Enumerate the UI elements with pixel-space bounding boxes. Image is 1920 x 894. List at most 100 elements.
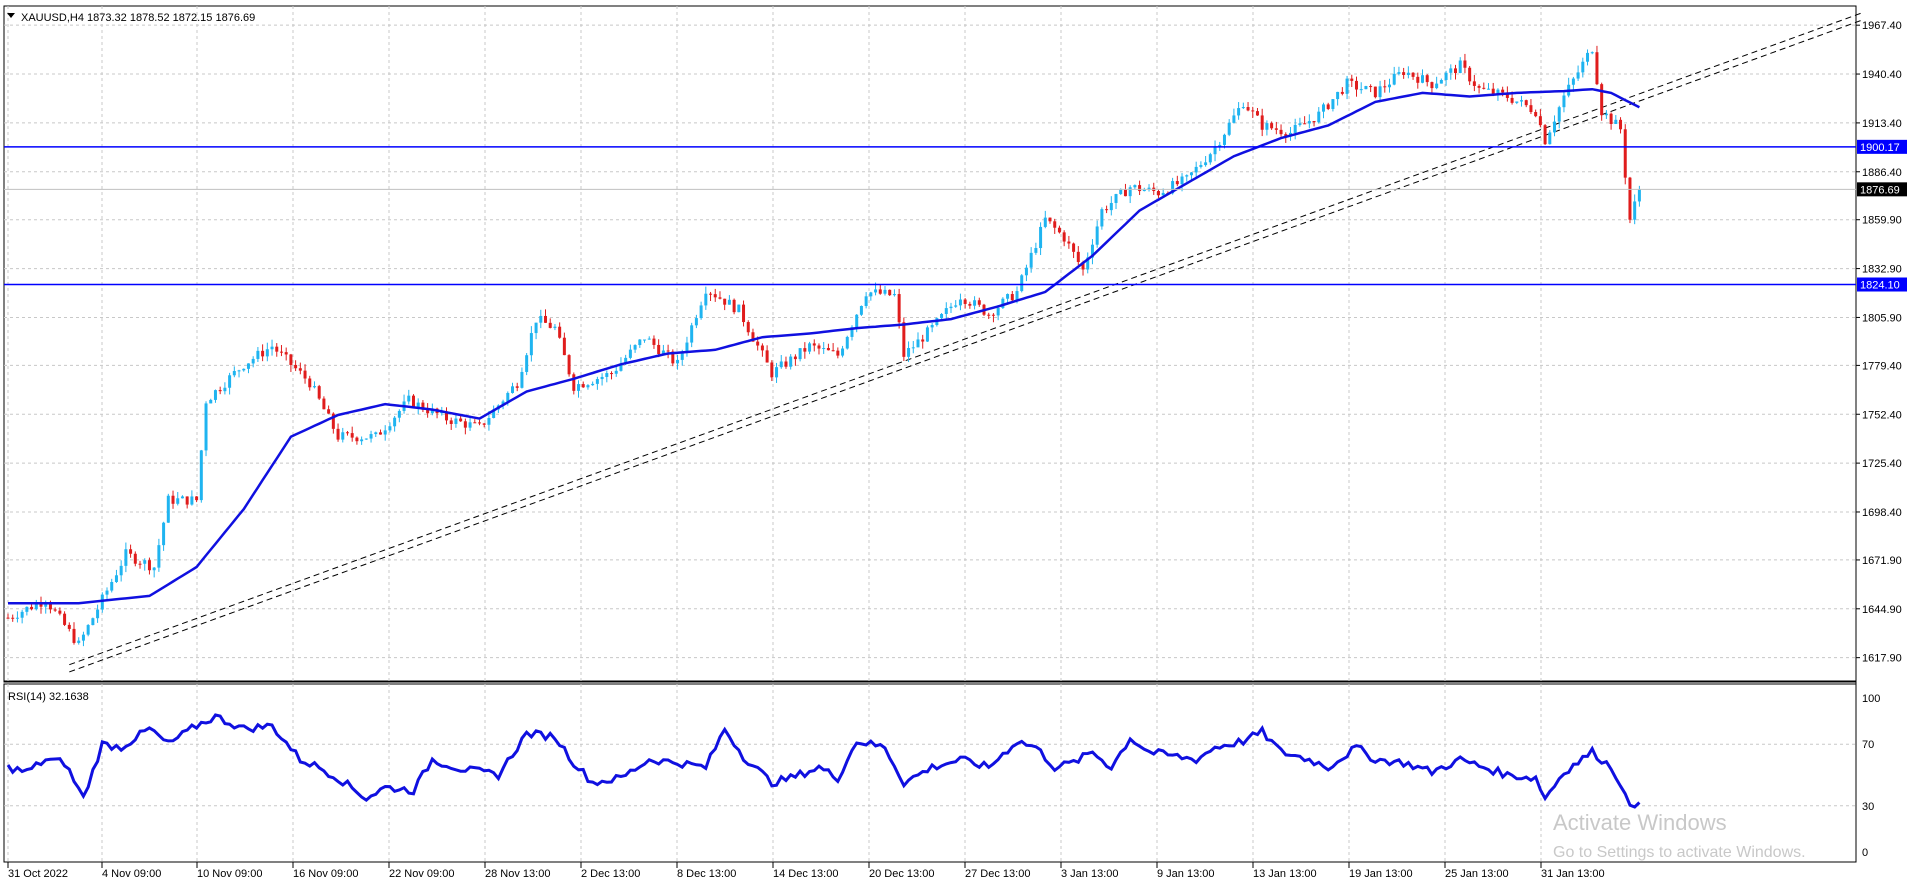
candle-body: [374, 432, 378, 435]
candle-body: [1590, 52, 1594, 54]
candle-body: [694, 318, 698, 326]
candle: [699, 301, 703, 320]
time-label: 13 Jan 13:00: [1253, 868, 1317, 880]
candle-body: [775, 367, 779, 378]
candle: [1354, 76, 1358, 97]
candle-body: [1222, 134, 1226, 145]
candle-body: [1336, 91, 1340, 100]
candle-body: [1171, 181, 1175, 194]
candle: [312, 381, 316, 389]
candle: [1199, 161, 1203, 169]
candle: [228, 372, 232, 395]
candle: [1444, 70, 1448, 86]
candle-body: [1425, 75, 1429, 83]
candle: [779, 355, 783, 369]
candle: [1449, 64, 1453, 80]
candle: [1317, 107, 1321, 124]
candle-body: [1340, 91, 1344, 94]
candle: [284, 347, 288, 361]
candle: [930, 322, 934, 333]
candle: [949, 302, 953, 313]
candle: [1458, 57, 1462, 74]
horizontal-price-lines[interactable]: 1900.17 1824.10 1876.69: [4, 139, 1907, 292]
candle-body: [756, 341, 760, 346]
candle-body: [1175, 181, 1179, 185]
candle: [1100, 207, 1104, 230]
candle: [204, 401, 208, 457]
candle: [1600, 82, 1604, 121]
candle-body: [520, 371, 524, 388]
candle: [25, 606, 29, 616]
candle-body: [1010, 294, 1014, 301]
candle-body: [91, 618, 95, 626]
candle-body: [647, 338, 651, 340]
candle: [232, 366, 236, 378]
triangle-down-icon[interactable]: [7, 13, 15, 18]
candle: [1222, 133, 1226, 149]
candle-body: [147, 560, 151, 571]
candle-body: [312, 386, 316, 388]
candle: [798, 348, 802, 362]
candle-body: [581, 384, 585, 388]
candle-body: [34, 603, 38, 610]
candle: [567, 354, 571, 377]
candle-body: [369, 434, 373, 439]
candle: [1237, 102, 1241, 120]
candle-body: [1406, 72, 1410, 75]
candle: [883, 286, 887, 296]
time-label: 19 Jan 13:00: [1349, 868, 1413, 880]
candle-body: [209, 399, 213, 404]
candle: [1255, 107, 1259, 116]
candle-body: [322, 398, 326, 410]
candle: [478, 419, 481, 426]
candle: [459, 415, 463, 422]
candle-body: [826, 348, 830, 351]
candle-body: [836, 350, 840, 356]
candle-body: [1501, 89, 1505, 93]
candle-body: [478, 422, 481, 424]
candle-body: [770, 362, 774, 378]
candle: [1553, 115, 1557, 137]
candle: [327, 405, 331, 414]
candle: [345, 430, 349, 436]
candle-body: [1043, 217, 1047, 227]
candle: [760, 343, 764, 357]
candle-body: [1510, 97, 1514, 103]
candle-body: [1586, 52, 1590, 62]
candle: [407, 389, 411, 405]
candle-body: [1472, 81, 1476, 86]
candle-body: [1449, 68, 1453, 73]
candle: [661, 344, 665, 355]
candle: [1482, 82, 1486, 90]
candle-body: [1156, 191, 1160, 196]
candle: [360, 436, 364, 445]
candle-body: [81, 634, 85, 641]
candle: [586, 384, 590, 390]
candle-body: [760, 345, 764, 351]
candle: [685, 336, 689, 357]
candle: [1114, 193, 1118, 210]
candle-body: [1029, 252, 1033, 268]
candle: [1246, 102, 1250, 112]
candle: [1020, 274, 1024, 293]
candle: [581, 381, 585, 388]
candle: [553, 324, 557, 331]
candle-body: [751, 332, 755, 342]
time-label: 31 Oct 2022: [8, 868, 68, 880]
candle-body: [1020, 275, 1024, 292]
candle-body: [1237, 108, 1241, 116]
candle-body: [11, 617, 15, 619]
time-label: 22 Nov 09:00: [389, 868, 454, 880]
candle: [878, 284, 882, 295]
candle: [1274, 121, 1278, 135]
candle-body: [176, 498, 180, 504]
candle: [58, 607, 62, 616]
price-label: 1805.90: [1862, 312, 1902, 324]
candle-body: [963, 299, 967, 304]
candle-body: [1520, 100, 1524, 102]
candle-body: [1548, 132, 1552, 145]
candle: [591, 381, 595, 386]
trendline-channel[interactable]: [69, 12, 1862, 673]
